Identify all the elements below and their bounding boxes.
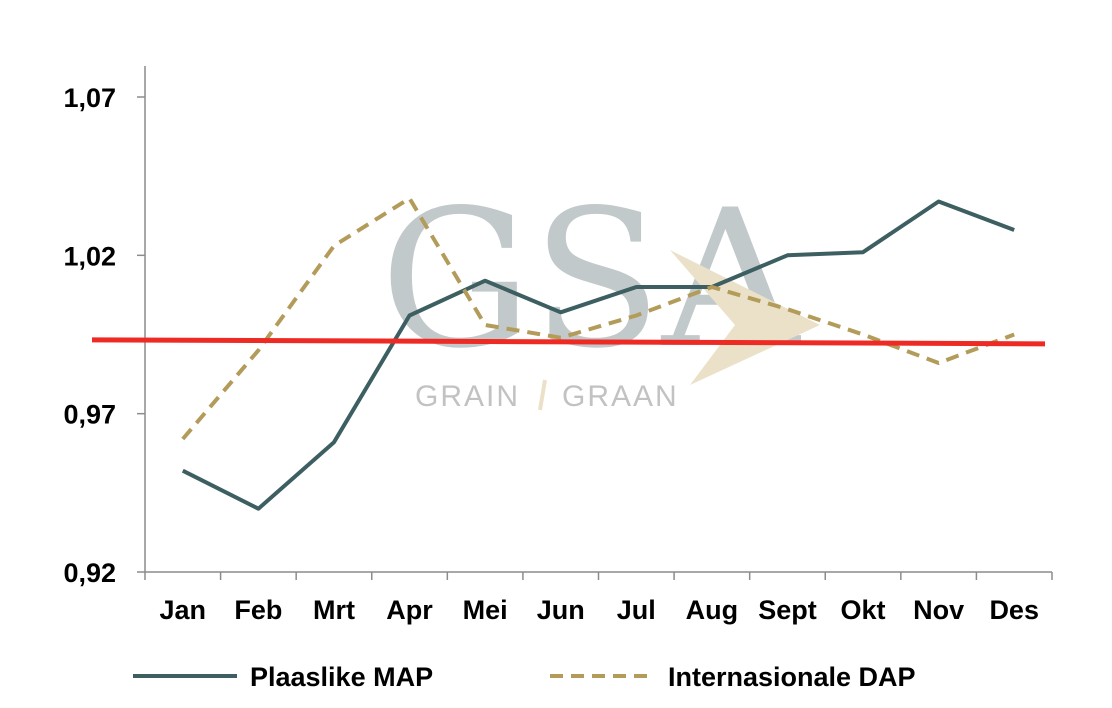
x-axis-ticks: Jan Feb Mrt Apr Mei Jun Jul Aug Sept Okt Nov Des <box>144 572 1053 625</box>
legend-label-plaaslike-map: Plaaslike MAP <box>250 662 433 692</box>
watermark-sub-right: GRAAN <box>562 380 679 413</box>
gsa-watermark-logo: GSA GRAIN GRAAN <box>380 169 820 413</box>
x-tick-label: Jun <box>537 595 585 625</box>
series-layer <box>181 196 1015 511</box>
reference-line <box>91 337 1046 347</box>
x-tick-label: Mei <box>463 595 508 625</box>
x-tick-label: Jan <box>160 595 207 625</box>
x-tick-label: Des <box>989 595 1039 625</box>
x-tick-label: Okt <box>841 595 886 625</box>
series-line-plaaslike-map <box>181 199 1015 511</box>
y-tick-label: 1,02 <box>63 241 116 271</box>
legend: Plaaslike MAP Internasionale DAP <box>133 662 916 692</box>
x-tick-label: Aug <box>686 595 738 625</box>
x-tick-label: Mrt <box>313 595 355 625</box>
y-axis-ticks: 1,07 1,02 0,97 0,92 <box>63 83 145 588</box>
x-tick-label: Sept <box>758 595 817 625</box>
series-line-internasionale-dap <box>181 196 1015 441</box>
y-tick-label: 0,92 <box>63 558 116 588</box>
x-tick-label: Feb <box>234 595 282 625</box>
x-tick-label: Nov <box>913 595 964 625</box>
watermark-arrow-icon <box>670 250 820 385</box>
x-tick-label: Apr <box>386 595 433 625</box>
watermark-divider <box>538 379 547 411</box>
x-tick-label: Jul <box>617 595 656 625</box>
legend-label-internasionale-dap: Internasionale DAP <box>668 662 916 692</box>
watermark-sub-left: GRAIN <box>415 380 520 413</box>
y-tick-label: 0,97 <box>63 400 116 430</box>
y-tick-label: 1,07 <box>63 83 116 113</box>
